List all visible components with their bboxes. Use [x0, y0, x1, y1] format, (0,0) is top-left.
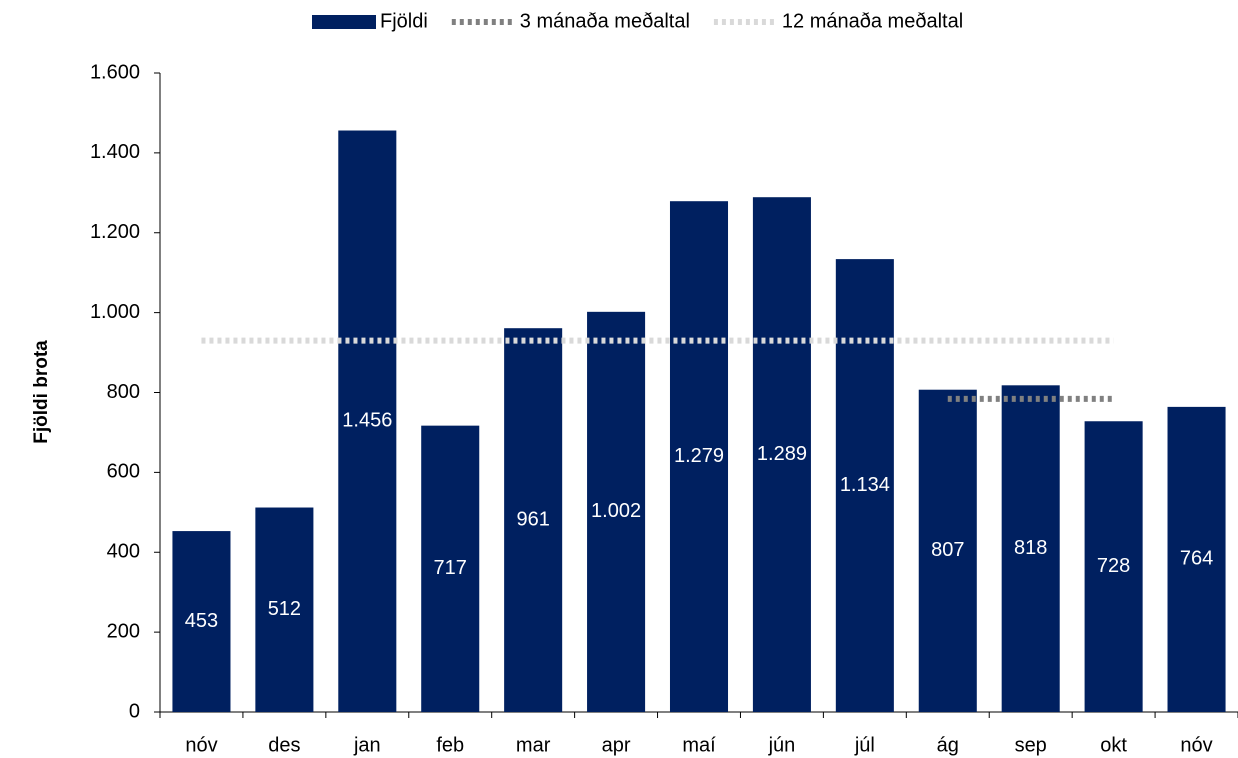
bar: [504, 328, 563, 712]
data-label: 453: [185, 610, 218, 632]
bar: [669, 201, 729, 712]
x-tick-label: maí: [682, 734, 716, 756]
y-tick-label: 1.000: [90, 301, 140, 323]
y-tick-label: 1.200: [90, 221, 140, 243]
data-label: 764: [1180, 548, 1213, 570]
y-tick-label: 600: [107, 461, 140, 483]
bar: [255, 507, 314, 712]
data-label: 512: [268, 598, 301, 620]
data-label: 1.456: [342, 410, 392, 432]
y-axis-label: Fjöldi brota: [31, 340, 52, 444]
data-label: 961: [516, 508, 549, 530]
data-label: 1.002: [591, 500, 641, 522]
data-label: 1.279: [674, 445, 724, 467]
bar: [918, 389, 977, 712]
x-tick-label: nóv: [185, 734, 217, 756]
x-tick-label: ág: [937, 734, 959, 756]
x-tick-label: nóv: [1180, 734, 1212, 756]
data-label: 807: [931, 539, 964, 561]
x-tick-label: apr: [602, 734, 631, 756]
data-label: 1.134: [840, 474, 890, 496]
bar: [1167, 406, 1226, 712]
y-tick-label: 400: [107, 541, 140, 563]
bar: [752, 197, 811, 712]
data-label: 728: [1097, 555, 1130, 577]
legend-swatch: [312, 15, 376, 29]
y-tick-label: 0: [129, 700, 140, 722]
x-tick-label: mar: [516, 734, 551, 756]
x-tick-label: jún: [768, 734, 796, 756]
data-label: 717: [434, 557, 467, 579]
y-tick-label: 200: [107, 620, 140, 642]
bar: [421, 425, 480, 712]
legend-label: 12 mánaða meðaltal: [782, 10, 963, 32]
y-tick-label: 800: [107, 381, 140, 403]
x-tick-label: feb: [436, 734, 464, 756]
y-tick-label: 1.400: [90, 141, 140, 163]
bar: [1001, 385, 1060, 712]
x-tick-label: sep: [1015, 734, 1047, 756]
y-tick-label: 1.600: [90, 61, 140, 83]
data-label: 1.289: [757, 443, 807, 465]
bar: [1084, 421, 1143, 712]
data-label: 818: [1014, 537, 1047, 559]
bar: [172, 531, 231, 712]
x-tick-label: júl: [854, 734, 875, 756]
legend-label: Fjöldi: [380, 10, 428, 32]
legend-label: 3 mánaða meðaltal: [520, 10, 690, 32]
bar: [587, 311, 646, 712]
x-tick-label: okt: [1100, 734, 1127, 756]
bar: [338, 130, 397, 712]
bar: [835, 259, 894, 712]
x-tick-label: jan: [353, 734, 381, 756]
x-tick-label: des: [268, 734, 300, 756]
